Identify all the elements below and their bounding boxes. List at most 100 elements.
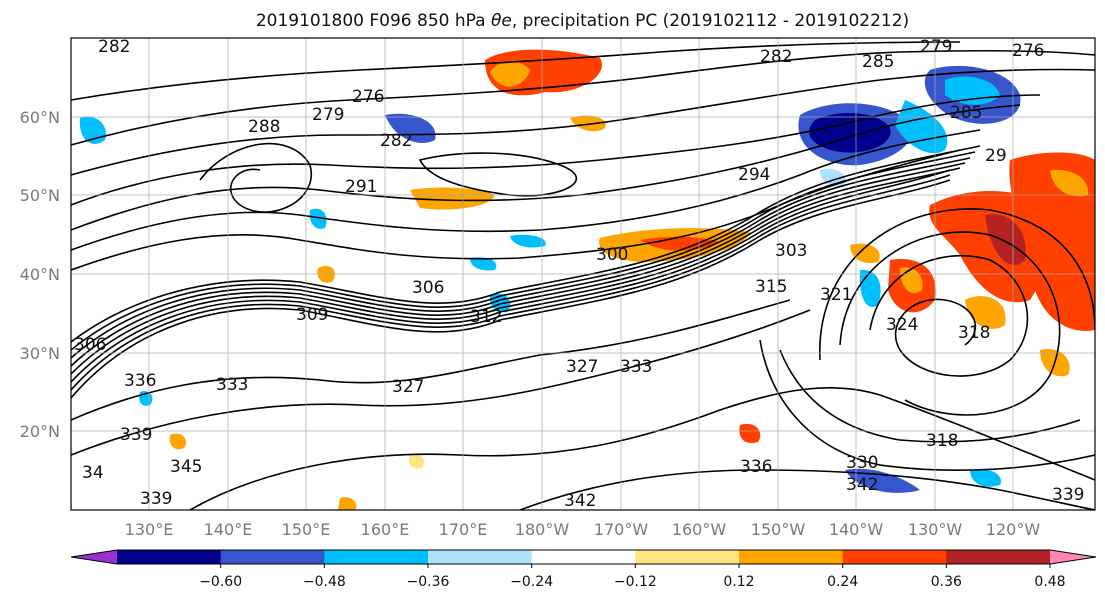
precip-blob bbox=[385, 113, 436, 143]
contour-line bbox=[71, 68, 1095, 176]
contour-label: 306 bbox=[74, 335, 106, 355]
precip-blob bbox=[1009, 152, 1095, 331]
lat-label: 20°N bbox=[20, 422, 60, 441]
contour-label: 345 bbox=[170, 457, 202, 477]
contour-label: 306 bbox=[412, 278, 444, 298]
precip-blob bbox=[410, 187, 495, 210]
colorbar-tick-label: −0.24 bbox=[510, 574, 553, 590]
contour-label: 312 bbox=[470, 307, 502, 327]
colorbar-tick-label: 0.24 bbox=[827, 574, 858, 590]
contour-label: 318 bbox=[958, 323, 990, 343]
contour-label: 318 bbox=[926, 431, 958, 451]
contour-label: 339 bbox=[140, 489, 172, 509]
precip-blob bbox=[570, 115, 606, 132]
lon-label: 160°W bbox=[672, 520, 727, 539]
contour-label: 279 bbox=[920, 37, 952, 57]
lon-label: 130°E bbox=[125, 520, 174, 539]
lon-label: 150°E bbox=[282, 520, 331, 539]
contour-label: 282 bbox=[760, 47, 792, 67]
contour-label: 336 bbox=[740, 457, 772, 477]
lon-label: 150°W bbox=[751, 520, 806, 539]
contour-label: 315 bbox=[755, 277, 787, 297]
colorbar-outline bbox=[70, 549, 1097, 565]
colorbar-segment bbox=[220, 550, 325, 564]
contour-line bbox=[71, 149, 961, 271]
latitude-axis: 60°N 50°N 40°N 30°N 20°N bbox=[20, 108, 60, 441]
lon-label: 140°W bbox=[829, 520, 884, 539]
lon-label: 170°E bbox=[439, 520, 488, 539]
lat-label: 30°N bbox=[20, 344, 60, 363]
colorbar-segment bbox=[531, 550, 636, 564]
contour-line bbox=[71, 169, 951, 383]
contour-label: 300 bbox=[596, 245, 628, 265]
colorbar-extend-high bbox=[1050, 550, 1096, 564]
contour-label: 339 bbox=[120, 425, 152, 445]
colorbar-extend-low bbox=[71, 550, 117, 564]
contour-label: 276 bbox=[1012, 41, 1044, 61]
contour-line bbox=[71, 174, 951, 391]
contour-label: 34 bbox=[82, 463, 104, 483]
precip-blob bbox=[309, 208, 327, 229]
contour-label: 333 bbox=[216, 375, 248, 395]
colorbar-tick-label: 0.48 bbox=[1034, 574, 1065, 590]
lon-label: 180°W bbox=[515, 520, 570, 539]
precip-blob bbox=[845, 468, 920, 493]
precip-blob bbox=[970, 469, 1001, 487]
contour-label: 333 bbox=[620, 357, 652, 377]
contour-line bbox=[819, 208, 1095, 361]
colorbar-tick-label: 0.36 bbox=[931, 574, 962, 590]
theta-e-contour-layer bbox=[71, 41, 1095, 510]
contour-label: 330 bbox=[846, 453, 878, 473]
contour-label: 327 bbox=[566, 357, 598, 377]
map-title: 2019101800 F096 850 hPa θe, precipitatio… bbox=[255, 11, 910, 31]
contour-line bbox=[418, 152, 577, 197]
contour-line bbox=[71, 49, 1095, 146]
colorbar-segment bbox=[739, 550, 844, 564]
contour-line bbox=[71, 299, 791, 421]
lon-label: 170°W bbox=[594, 520, 649, 539]
colorbar: −0.60 −0.48 −0.36 −0.24 −0.12 0.12 0.24 0.36 0.4… bbox=[70, 549, 1097, 590]
colorbar-tick-label: −0.48 bbox=[303, 574, 346, 590]
contour-label: 342 bbox=[564, 491, 596, 511]
precip-blob bbox=[490, 61, 530, 87]
colorbar-segment bbox=[842, 550, 947, 564]
contour-line bbox=[71, 157, 971, 359]
contour-label: 279 bbox=[312, 105, 344, 125]
contour-label: 321 bbox=[820, 285, 852, 305]
precip-blob bbox=[169, 433, 187, 450]
precip-blob bbox=[470, 257, 497, 271]
contour-line bbox=[71, 167, 961, 375]
map-frame bbox=[70, 37, 1096, 511]
gridlines bbox=[71, 38, 1095, 510]
lon-label: 120°W bbox=[986, 520, 1041, 539]
contour-line bbox=[71, 129, 981, 251]
precip-blob bbox=[850, 243, 880, 264]
contour-label: 336 bbox=[124, 371, 156, 391]
colorbar-segment bbox=[946, 550, 1051, 564]
longitude-axis: 130°E 140°E 150°E 160°E 170°E 180°W 170°… bbox=[125, 520, 1041, 539]
colorbar-tick-label: −0.36 bbox=[407, 574, 450, 590]
contour-line bbox=[779, 349, 1081, 443]
colorbar-tick-label: 0.12 bbox=[723, 574, 754, 590]
precip-blob bbox=[985, 214, 1026, 265]
contour-label: 285 bbox=[862, 52, 894, 72]
contour-label: 288 bbox=[248, 117, 280, 137]
contour-label: 282 bbox=[98, 37, 130, 57]
contour-label: 285 bbox=[950, 103, 982, 123]
contour-line bbox=[71, 145, 981, 343]
precip-blob bbox=[895, 100, 948, 154]
lon-label: 130°W bbox=[908, 520, 963, 539]
colorbar-segment bbox=[635, 550, 740, 564]
lon-label: 160°E bbox=[361, 520, 410, 539]
colorbar-segment bbox=[428, 550, 533, 564]
colorbar-segment bbox=[117, 550, 222, 564]
colorbar-tick-label: −0.12 bbox=[614, 574, 657, 590]
lat-label: 40°N bbox=[20, 265, 60, 284]
contour-label: 282 bbox=[380, 131, 412, 151]
contour-label-layer: 282 276 276 279 282 285 288 294 291 282 … bbox=[74, 37, 1084, 511]
precip-blob bbox=[338, 497, 357, 510]
contour-label: 303 bbox=[775, 241, 807, 261]
contour-line bbox=[869, 255, 1029, 377]
contour-line bbox=[71, 41, 961, 101]
